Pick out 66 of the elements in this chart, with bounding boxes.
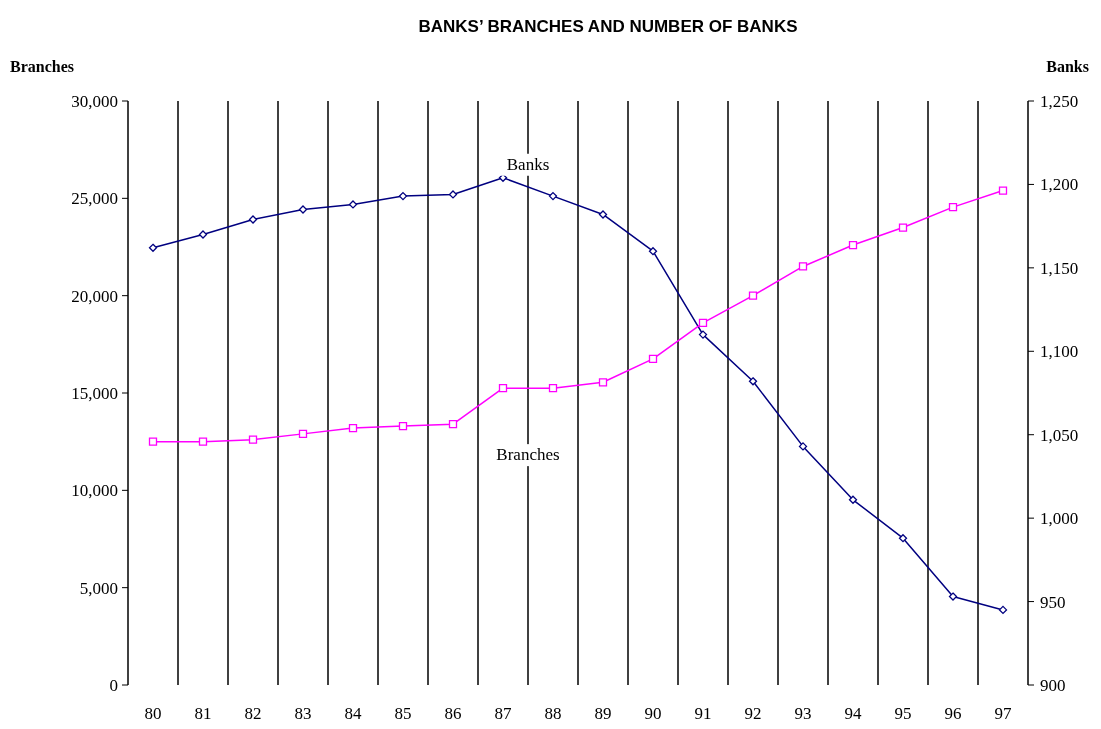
- point: [948, 202, 958, 212]
- point: [798, 262, 808, 271]
- x-tick-label: 91: [694, 704, 712, 723]
- point: [398, 191, 408, 201]
- point: [498, 383, 508, 393]
- point: [998, 186, 1008, 195]
- point: [648, 247, 658, 256]
- x-tick-label: 85: [394, 704, 412, 723]
- x-tick-label: 84: [344, 704, 362, 723]
- y2-tick-label: 1,150: [1040, 258, 1079, 278]
- y-tick-label: 30,000: [71, 92, 118, 111]
- x-tick-label: 90: [644, 704, 662, 723]
- point: [648, 354, 658, 364]
- point: [148, 437, 158, 446]
- y-axis-title: Branches: [10, 58, 74, 75]
- x-tick-label: 92: [744, 704, 762, 723]
- point: [548, 383, 558, 393]
- point: [848, 495, 858, 504]
- x-tick-label: 89: [594, 704, 612, 723]
- y-tick-label: 15,000: [71, 384, 118, 403]
- point: [898, 223, 908, 232]
- point: [348, 423, 358, 433]
- x-tick-label: 88: [544, 704, 562, 723]
- y2-tick-label: 1,200: [1040, 175, 1079, 195]
- point: [548, 191, 558, 201]
- y2-tick-label: 900: [1040, 676, 1066, 695]
- point: [848, 240, 858, 250]
- y2-tick-label: 1,100: [1040, 342, 1079, 362]
- y-tick-label: 25,000: [71, 189, 118, 209]
- x-tick-label: 81: [194, 704, 212, 723]
- series-label: Banks: [506, 154, 550, 174]
- x-tick-label: 97: [994, 704, 1012, 723]
- x-tick-label: 93: [794, 704, 812, 723]
- point: [148, 243, 158, 252]
- point: [598, 378, 608, 387]
- y-tick-label: 0: [109, 676, 118, 695]
- y-tick-label: 5,000: [79, 578, 118, 598]
- x-tick-label: 87: [494, 704, 512, 723]
- x-tick-label: 83: [294, 704, 312, 723]
- point: [748, 291, 758, 300]
- x-tick-label: 82: [244, 704, 262, 723]
- point: [998, 605, 1008, 615]
- y2-axis-title: Banks: [1046, 58, 1089, 75]
- point: [798, 442, 808, 451]
- point: [298, 429, 308, 439]
- point: [448, 420, 458, 429]
- point: [748, 377, 758, 386]
- x-tick-label: 94: [844, 704, 862, 723]
- y-tick-label: 10,000: [71, 481, 118, 501]
- chart-title: BANKS’ BRANCHES AND NUMBER OF BANKS: [418, 17, 798, 36]
- text: Branches: [496, 445, 560, 465]
- y-tick-label: 20,000: [71, 286, 118, 306]
- point: [698, 330, 708, 339]
- x-tick-label: 86: [444, 704, 462, 723]
- point: [248, 435, 258, 444]
- y2-tick-label: 950: [1040, 592, 1066, 612]
- point: [198, 437, 208, 446]
- y2-tick-label: 1,050: [1040, 425, 1079, 445]
- point: [698, 318, 708, 328]
- x-tick-label: 96: [944, 704, 962, 723]
- x-tick-label: 95: [894, 704, 912, 723]
- y2-tick-label: 1,000: [1040, 509, 1079, 529]
- point: [898, 534, 908, 543]
- point: [398, 421, 408, 431]
- x-tick-label: 80: [144, 704, 162, 723]
- y2-tick-label: 1,250: [1040, 92, 1079, 111]
